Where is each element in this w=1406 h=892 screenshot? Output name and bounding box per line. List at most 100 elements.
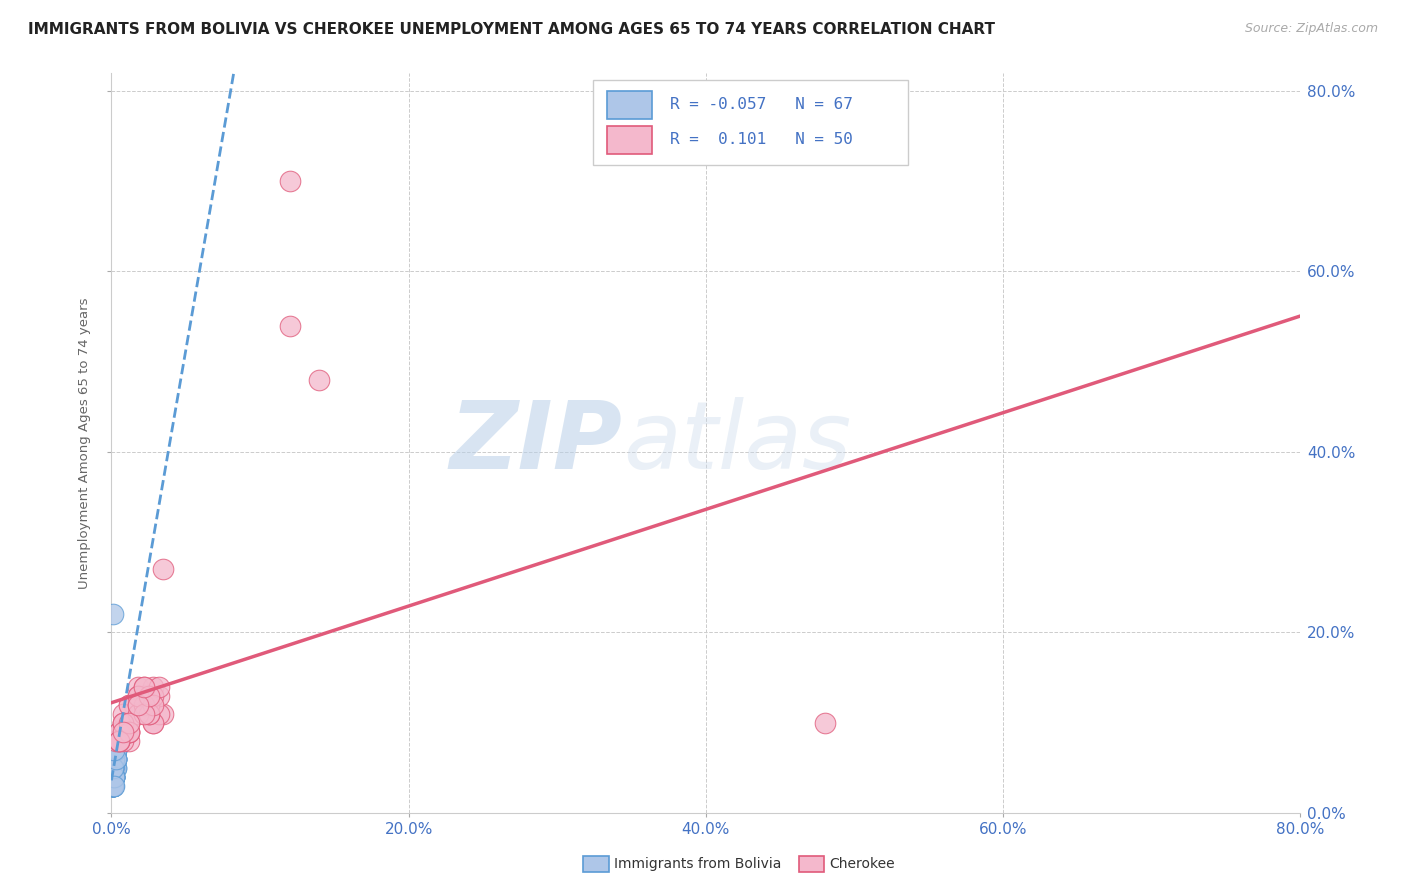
Text: ZIP: ZIP — [450, 397, 623, 489]
Point — [104, 733, 127, 747]
Point — [118, 715, 141, 730]
Point — [101, 779, 124, 793]
Point — [101, 779, 124, 793]
Point — [142, 698, 165, 712]
Point — [103, 761, 125, 775]
Point — [132, 698, 155, 712]
Point — [101, 761, 124, 775]
Point — [104, 742, 127, 756]
Point — [104, 752, 127, 766]
Point — [103, 770, 125, 784]
Point — [103, 742, 125, 756]
Point — [118, 715, 141, 730]
Point — [104, 742, 127, 756]
Point — [103, 779, 125, 793]
Point — [118, 733, 141, 747]
Point — [101, 779, 124, 793]
Point — [138, 706, 160, 721]
Point — [103, 761, 125, 775]
Point — [101, 779, 124, 793]
Point — [132, 680, 155, 694]
FancyBboxPatch shape — [607, 91, 652, 119]
Point — [127, 698, 149, 712]
Point — [101, 779, 124, 793]
Point — [103, 752, 125, 766]
Point — [101, 770, 124, 784]
Point — [132, 680, 155, 694]
Text: atlas: atlas — [623, 398, 851, 489]
Point — [104, 761, 127, 775]
Point — [132, 689, 155, 703]
Point — [138, 706, 160, 721]
Text: Source: ZipAtlas.com: Source: ZipAtlas.com — [1244, 22, 1378, 36]
Point — [101, 779, 124, 793]
FancyBboxPatch shape — [607, 127, 652, 154]
Point — [132, 698, 155, 712]
Point — [112, 715, 135, 730]
Point — [104, 733, 127, 747]
Point — [142, 715, 165, 730]
Text: R = -0.057   N = 67: R = -0.057 N = 67 — [671, 96, 853, 112]
Point — [103, 752, 125, 766]
Point — [278, 174, 301, 188]
Point — [308, 373, 330, 387]
Point — [118, 724, 141, 739]
Point — [104, 752, 127, 766]
Point — [103, 742, 125, 756]
Point — [103, 752, 125, 766]
Point — [103, 761, 125, 775]
Point — [103, 770, 125, 784]
Point — [108, 724, 131, 739]
Point — [118, 698, 141, 712]
Point — [152, 706, 174, 721]
Point — [112, 706, 135, 721]
Point — [138, 689, 160, 703]
Point — [108, 733, 131, 747]
Point — [132, 706, 155, 721]
Point — [104, 733, 127, 747]
Point — [152, 562, 174, 576]
Point — [278, 318, 301, 333]
Point — [118, 724, 141, 739]
Point — [101, 770, 124, 784]
Point — [108, 724, 131, 739]
Point — [148, 680, 170, 694]
Point — [101, 779, 124, 793]
Point — [103, 752, 125, 766]
Point — [112, 715, 135, 730]
Point — [104, 752, 127, 766]
Point — [103, 770, 125, 784]
Point — [104, 742, 127, 756]
Point — [108, 733, 131, 747]
Point — [127, 680, 149, 694]
Text: IMMIGRANTS FROM BOLIVIA VS CHEROKEE UNEMPLOYMENT AMONG AGES 65 TO 74 YEARS CORRE: IMMIGRANTS FROM BOLIVIA VS CHEROKEE UNEM… — [28, 22, 995, 37]
Point — [101, 761, 124, 775]
Point — [142, 689, 165, 703]
Point — [148, 706, 170, 721]
Point — [118, 698, 141, 712]
Point — [104, 752, 127, 766]
Point — [127, 689, 149, 703]
Text: Immigrants from Bolivia: Immigrants from Bolivia — [614, 857, 782, 871]
Point — [101, 779, 124, 793]
Point — [104, 733, 127, 747]
Point — [104, 742, 127, 756]
Point — [101, 770, 124, 784]
Point — [101, 761, 124, 775]
Point — [103, 742, 125, 756]
Point — [112, 733, 135, 747]
Point — [103, 770, 125, 784]
Point — [101, 761, 124, 775]
Point — [138, 698, 160, 712]
Point — [127, 706, 149, 721]
Point — [103, 761, 125, 775]
Point — [104, 761, 127, 775]
Point — [118, 724, 141, 739]
Point — [101, 779, 124, 793]
Point — [148, 689, 170, 703]
Point — [132, 689, 155, 703]
Point — [103, 770, 125, 784]
Point — [101, 779, 124, 793]
Point — [101, 770, 124, 784]
Text: Cherokee: Cherokee — [830, 857, 896, 871]
